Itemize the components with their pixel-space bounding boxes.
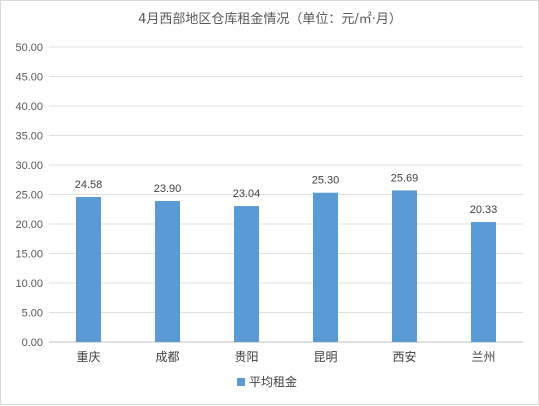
y-tick-label: 50.00 [15, 42, 43, 54]
gridlines [49, 46, 523, 343]
y-tick-label: 25.00 [15, 190, 43, 202]
y-tick-label: 10.00 [15, 278, 43, 290]
bar [392, 190, 417, 342]
x-category-label: 西安 [392, 349, 416, 364]
data-label: 23.04 [233, 188, 261, 200]
y-tick-label: 45.00 [15, 72, 43, 84]
data-label: 24.58 [75, 179, 103, 191]
y-tick-label: 35.00 [15, 131, 43, 143]
y-tick-label: 40.00 [15, 101, 43, 113]
data-label: 23.90 [154, 183, 182, 195]
bars [76, 190, 496, 342]
y-tick-label: 0.00 [22, 337, 43, 349]
x-category-label: 贵阳 [234, 350, 258, 364]
legend-swatch [237, 378, 245, 386]
legend-label: 平均租金 [249, 374, 297, 389]
data-label: 25.30 [312, 175, 340, 187]
bar [155, 200, 180, 342]
chart-title: 4月西部地区仓库租金情况（单位：元/㎡·月） [138, 11, 402, 27]
data-label: 25.69 [391, 172, 419, 184]
data-label: 20.33 [470, 204, 498, 216]
data-labels: 24.58 23.90 23.04 25.30 25.69 20.33 [75, 172, 498, 216]
x-category-label: 成都 [155, 350, 179, 364]
y-tick-label: 15.00 [15, 249, 43, 261]
y-tick-label: 20.00 [15, 219, 43, 231]
y-axis-tick-labels: 0.00 5.00 10.00 15.00 20.00 25.00 30.00 35.00 40… [15, 42, 43, 349]
bar [234, 206, 259, 342]
x-category-label: 重庆 [76, 350, 100, 364]
x-category-label: 兰州 [471, 350, 495, 364]
bar [76, 196, 101, 342]
x-category-label: 昆明 [313, 350, 337, 364]
bar [313, 192, 338, 342]
y-tick-label: 5.00 [22, 308, 43, 320]
legend: 平均租金 [237, 374, 297, 389]
x-axis-category-labels: 重庆 成都 贵阳 昆明 西安 兰州 [76, 349, 495, 364]
y-tick-label: 30.00 [15, 160, 43, 172]
bar [471, 222, 496, 342]
